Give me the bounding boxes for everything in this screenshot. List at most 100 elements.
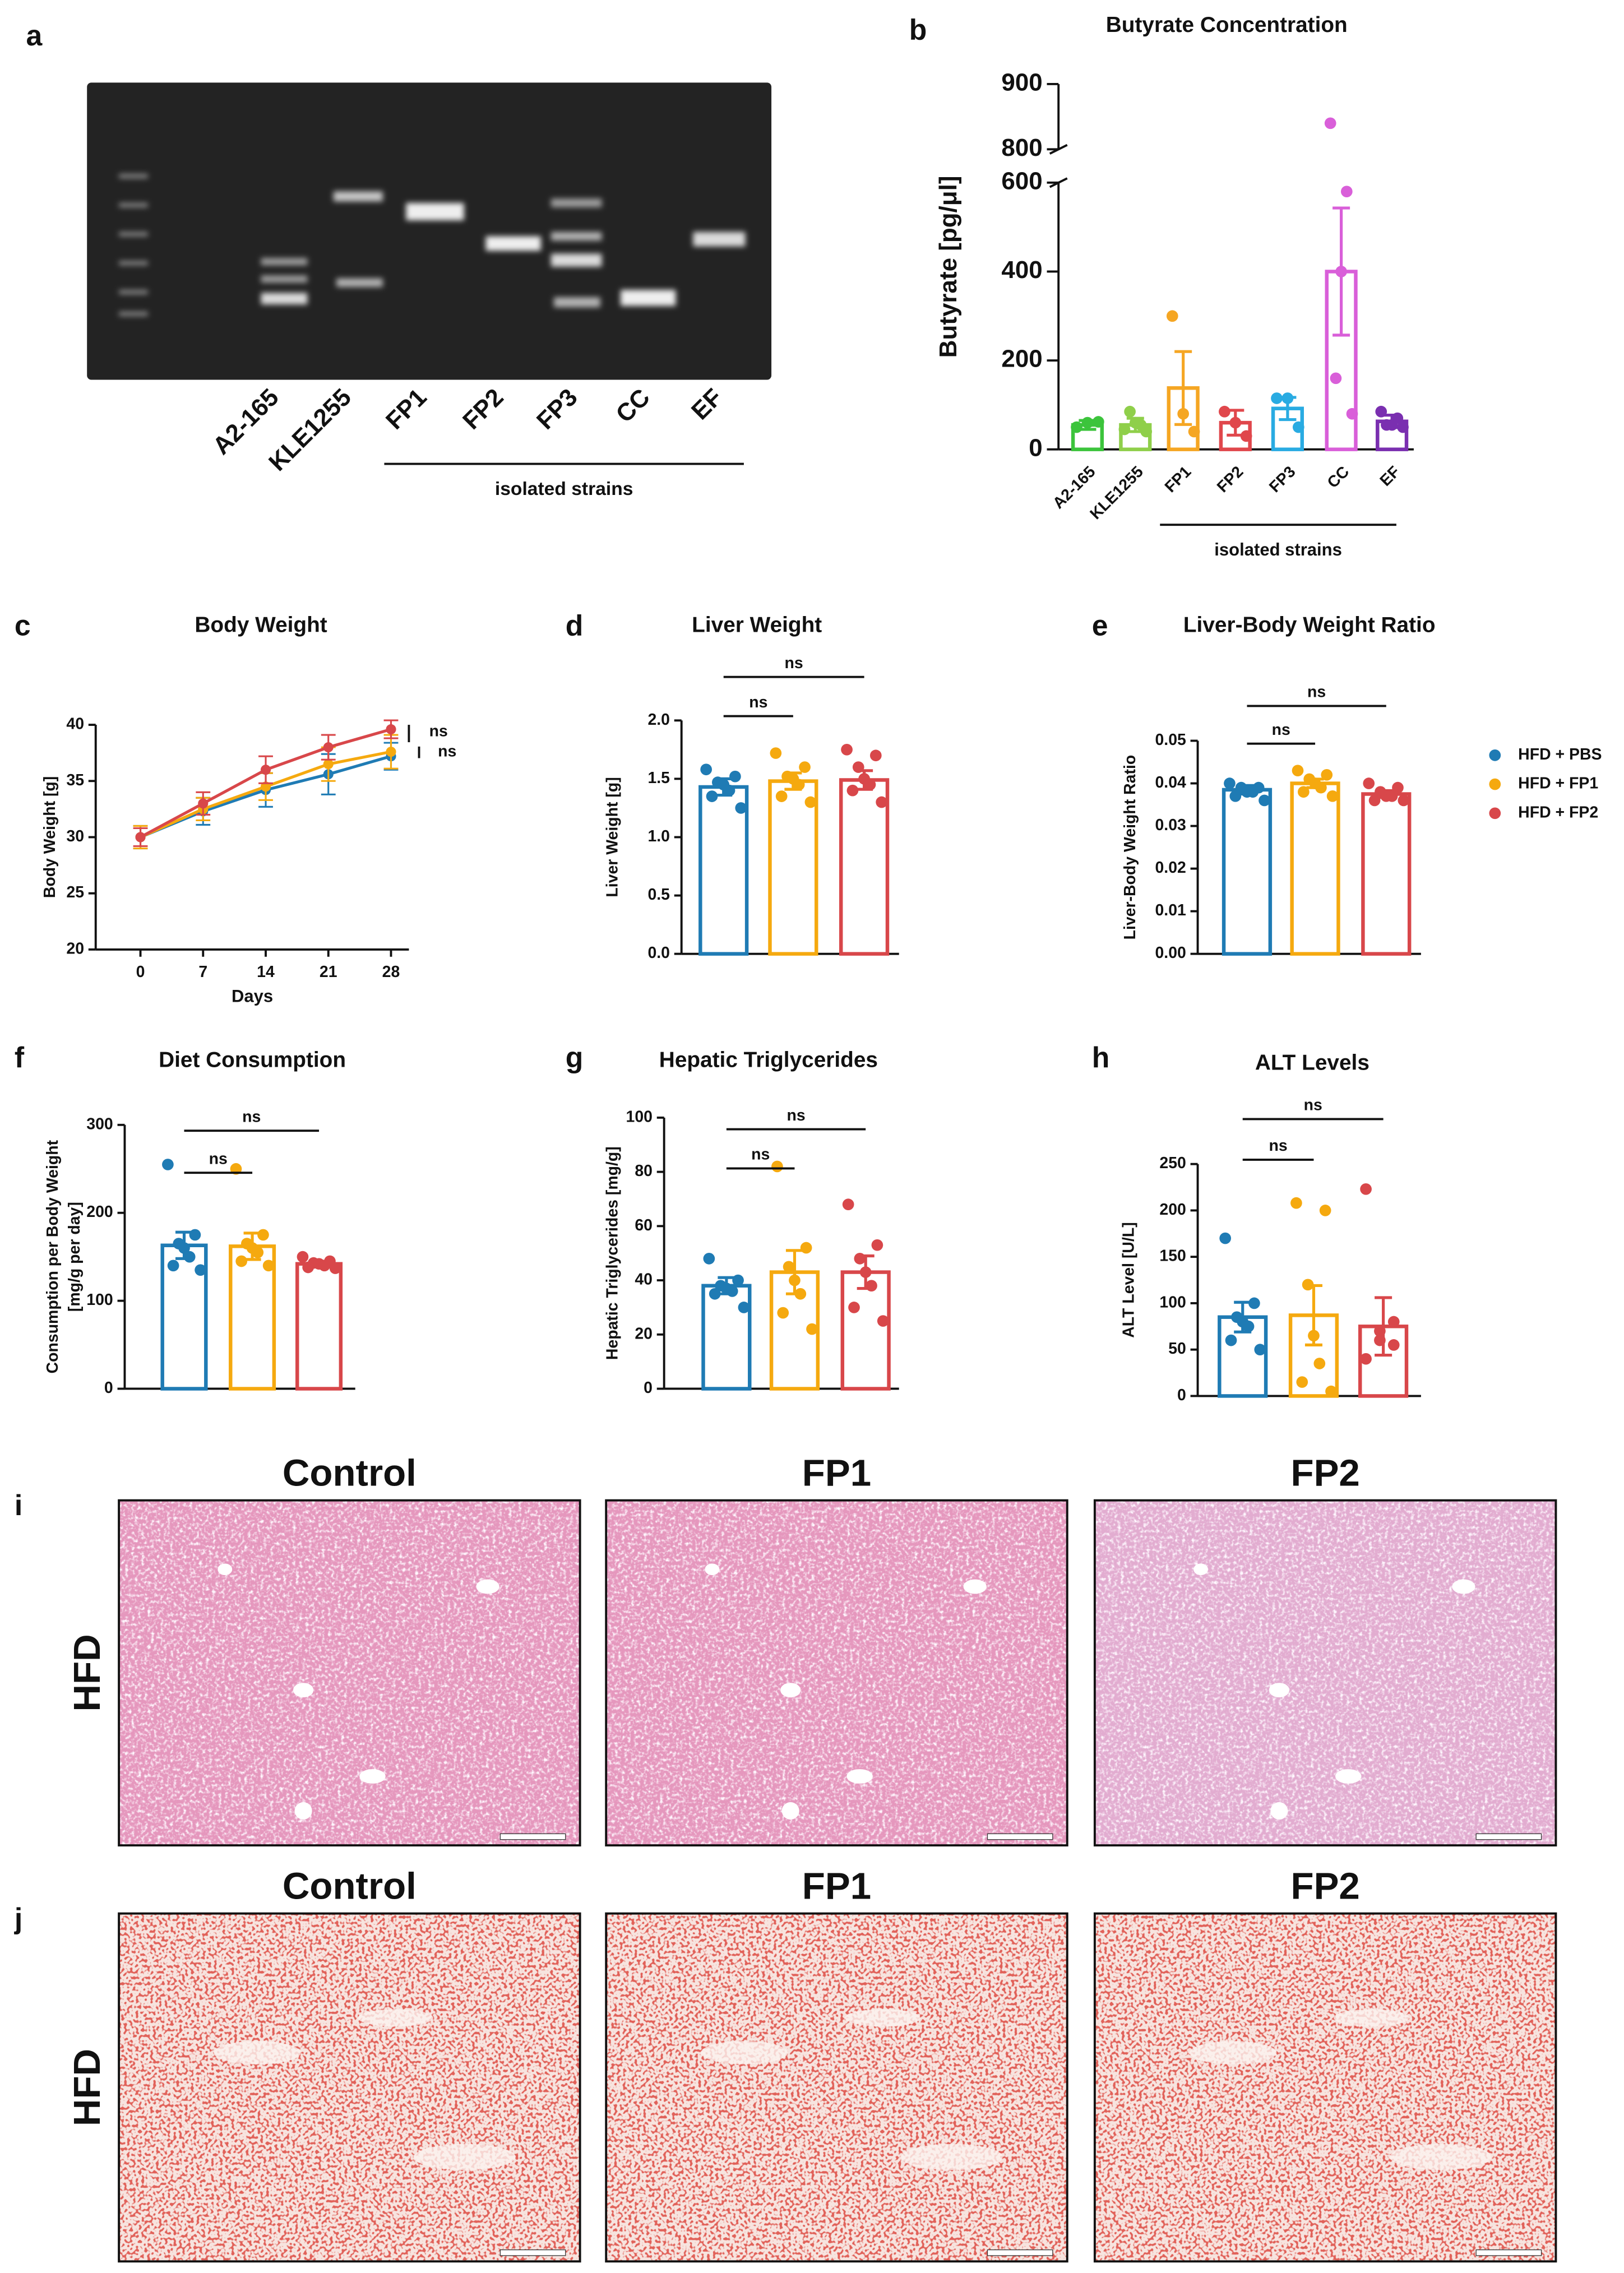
bar: [1290, 781, 1340, 956]
column-title: FP2: [1290, 1452, 1359, 1494]
column-title: Control: [283, 1865, 417, 1907]
data-point: [1335, 266, 1347, 277]
y-tick-label: 900: [1001, 69, 1042, 96]
data-point: [793, 779, 805, 791]
y-tick-label: 0.04: [1155, 774, 1186, 791]
data-point: [386, 724, 396, 735]
micrograph-texture: [1094, 1913, 1556, 2262]
y-axis-label: Hepatic Triglycerides [mg/g]: [604, 1146, 622, 1360]
data-point: [1254, 1344, 1266, 1356]
lumen: [701, 2041, 788, 2064]
data-point: [1224, 777, 1236, 789]
vessel: [1193, 1563, 1209, 1576]
lane-label: CC: [610, 383, 655, 428]
legend-label: HFD + FP1: [1518, 775, 1598, 793]
data-point: [162, 1159, 174, 1170]
data-point: [1368, 794, 1381, 807]
vessel: [705, 1563, 720, 1576]
legend-label: HFD + FP2: [1518, 803, 1598, 821]
y-axis-label: Consumption per Body Weight: [44, 1140, 62, 1373]
y-tick-label: 1.0: [647, 827, 670, 845]
scale-bar: [1475, 2249, 1542, 2256]
data-point: [771, 1160, 783, 1173]
micrograph-border: [1093, 1499, 1557, 1847]
annotation: ns: [429, 722, 448, 740]
data-point: [1129, 416, 1141, 429]
panel-letter: f: [15, 1041, 25, 1073]
data-point: [1081, 416, 1094, 429]
chart-title: Liver-Body Weight Ratio: [1183, 613, 1436, 637]
lane-label: EF: [686, 383, 728, 425]
vessel: [780, 1683, 801, 1698]
y-tick-label: 200: [1159, 1201, 1186, 1219]
y-tick-label: 250: [1159, 1154, 1186, 1172]
comparison-label: ns: [786, 1107, 805, 1124]
y-axis-label: Liver-Body Weight Ratio: [1121, 755, 1139, 940]
data-point: [852, 761, 864, 773]
data-point: [866, 1280, 877, 1292]
y-axis-label: Butyrate [pg/μl]: [934, 175, 962, 358]
bar: [1222, 788, 1273, 956]
data-point: [1363, 777, 1375, 789]
data-point: [1247, 786, 1259, 798]
micrograph-texture: [1094, 1500, 1556, 1846]
data-point: [1374, 1334, 1386, 1346]
comparison-label: ns: [785, 654, 803, 672]
y-tick-label: 0.00: [1155, 944, 1186, 962]
data-point: [1387, 1339, 1400, 1351]
lumen: [1190, 2041, 1277, 2064]
data-point: [297, 1251, 309, 1263]
y-tick-label: 40: [66, 715, 84, 733]
y-tick-label: 80: [635, 1162, 653, 1180]
chart-title: Butyrate Concentration: [1106, 13, 1348, 37]
y-tick-label: 0.01: [1155, 901, 1186, 919]
data-point: [1313, 1358, 1326, 1369]
data-point: [775, 790, 788, 802]
y-axis-label: Body Weight [g]: [41, 776, 59, 898]
data-point: [1140, 425, 1153, 438]
micrograph-border: [605, 1499, 1068, 1847]
data-point: [329, 1262, 341, 1274]
annotation: ns: [438, 743, 456, 761]
y-tick-label: 400: [1001, 256, 1042, 284]
y-tick-label: 1.5: [647, 769, 670, 787]
bar: [701, 1284, 752, 1391]
chart-title: ALT Levels: [1255, 1050, 1369, 1075]
data-point: [262, 1260, 275, 1272]
data-point: [804, 796, 817, 808]
vessel: [294, 1802, 312, 1820]
comparison-label: ns: [1269, 1137, 1287, 1155]
chart-title: Hepatic Triglycerides: [659, 1048, 878, 1072]
y-tick-label: 60: [635, 1216, 653, 1234]
data-point: [800, 1242, 812, 1254]
y-tick-label: 800: [1001, 134, 1042, 161]
panel-letter: h: [1092, 1041, 1110, 1073]
bar: [839, 778, 890, 956]
scale-bar: [499, 1833, 566, 1840]
data-point: [1124, 405, 1136, 418]
comparison-label: ns: [1307, 683, 1326, 701]
data-point: [1242, 1320, 1255, 1332]
y-tick-label: 0.0: [647, 944, 670, 962]
y-tick-label: 0: [1029, 434, 1042, 461]
comparison-label: ns: [749, 693, 767, 711]
y-tick-label: 300: [86, 1115, 113, 1133]
lumen: [214, 2041, 301, 2064]
data-point: [1177, 408, 1190, 420]
data-point: [1319, 1205, 1331, 1216]
data-point: [703, 1253, 715, 1265]
vessel: [1270, 1802, 1288, 1820]
vessel: [218, 1563, 233, 1576]
data-point: [1225, 1334, 1237, 1346]
micrograph-border: [605, 1912, 1068, 2263]
data-point: [1292, 765, 1304, 777]
comparison-label: ns: [1304, 1096, 1322, 1114]
vessel: [359, 1769, 386, 1784]
data-point: [1346, 408, 1358, 420]
data-point: [1229, 790, 1242, 802]
data-point: [1166, 310, 1178, 322]
x-tick-label: 7: [198, 963, 207, 981]
micrograph-texture: [606, 1500, 1067, 1846]
